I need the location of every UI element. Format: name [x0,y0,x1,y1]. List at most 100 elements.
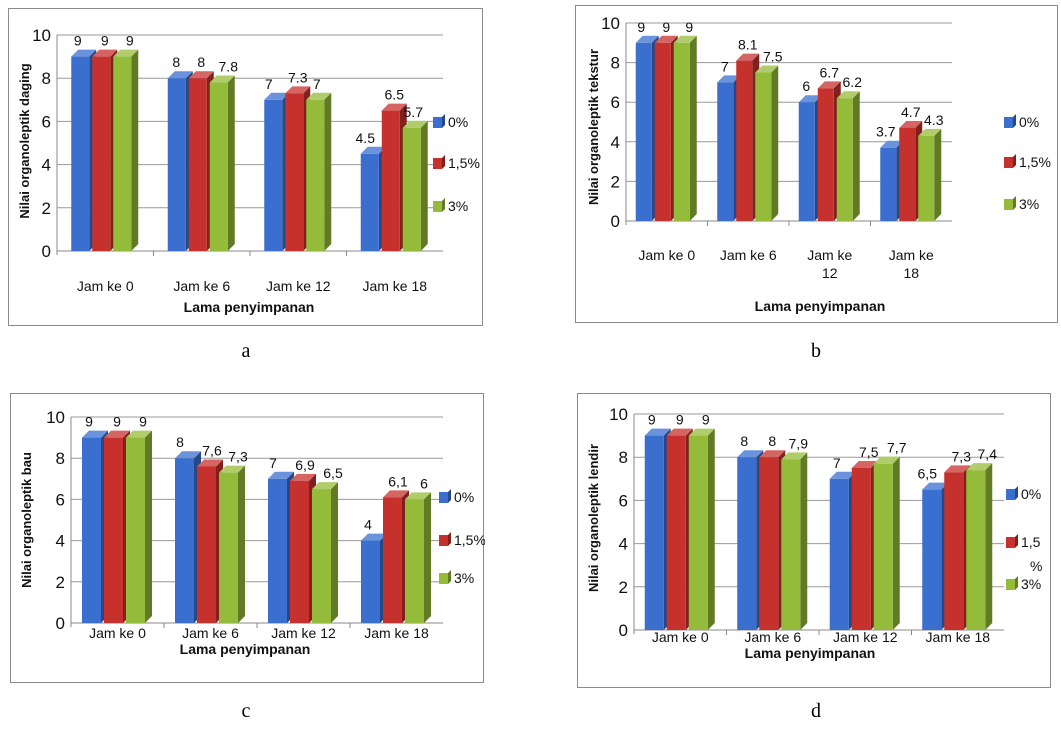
bar-top [829,471,856,479]
bar-top [360,146,386,154]
legend-swatch [433,201,442,212]
data-label: 7,4 [978,446,998,462]
bar-front [759,457,779,630]
bar-front [188,78,207,251]
legend-entry: 0% [1004,114,1039,130]
bar-top [113,49,139,57]
data-label: 6.7 [820,64,840,80]
legend-swatch-side [1013,114,1016,128]
bar-side [424,492,431,623]
bar-front [402,127,421,251]
y-tick-label: 2 [42,199,51,218]
bar-front [966,470,986,630]
bar-side [800,452,808,630]
bar-top [673,35,697,43]
data-label: 8 [197,54,205,70]
bar-top [383,490,409,498]
bar-top [737,450,764,458]
bar-side [420,120,428,251]
data-label: 5.7 [404,104,424,120]
bar [209,75,235,252]
legend-swatch [439,573,448,584]
data-label: 6.5 [385,87,405,103]
x-axis-title: Lama penyimpanan [180,641,311,657]
y-tick-label: 8 [42,69,51,88]
bar [673,35,697,221]
y-tick-label: 2 [56,573,65,592]
bar-top [880,140,904,148]
y-tick-label: 2 [619,578,628,597]
y-tick-label: 4 [56,532,65,551]
legend-entry: 0% [433,114,468,130]
bar-top [851,461,878,468]
bar-top [654,35,678,43]
legend-entry: 3% [1006,576,1041,592]
category-label: Jam ke 18 [364,625,429,641]
bar [126,430,152,623]
data-label: 7 [721,58,729,74]
bar-side [771,65,779,221]
y-tick-label: 0 [56,614,65,633]
data-label: 9 [685,19,693,35]
legend-swatch-side [442,155,445,169]
panel-label-d: d [811,700,821,722]
bar-top [755,65,779,73]
bar-side [707,428,715,630]
bar-top [381,103,407,111]
bar-top [92,49,118,57]
data-label: 9 [637,19,645,35]
x-axis-title: Lama penyimpanan [745,645,876,661]
bar-front [268,478,287,623]
bar [402,120,428,251]
panel-label-b: b [811,340,821,362]
data-label: 9 [74,33,82,49]
legend-entry: 1,5% [1004,154,1051,170]
bar-top [644,428,671,436]
bar-front [654,42,671,221]
category-label: Jam ke 12 [807,247,852,281]
bar-front [360,153,379,251]
bar-front [82,437,101,623]
bar-side [227,75,235,252]
legend-swatch-side [1015,534,1018,548]
bar [966,463,993,630]
legend-label: 3% [448,198,468,214]
y-tick-label: 10 [46,408,65,427]
category-label: Jam ke 12 [271,625,336,641]
bar-top [312,482,338,490]
data-label: 9 [139,414,147,430]
bar-side [131,49,139,251]
legend-label: 3% [1019,196,1039,212]
category-label: Jam ke 0 [89,625,146,641]
data-label: 4 [364,517,372,533]
data-label: 7 [269,455,277,471]
legend-entry: 1,5% [1006,534,1042,574]
bar-front [209,82,228,252]
bar-front [312,489,331,623]
y-axis-title: Nilai organoleptik bau [19,452,34,588]
bar-front [126,437,145,623]
y-tick-label: 4 [619,535,628,554]
y-tick-label: 6 [42,112,51,131]
data-label: 6 [420,475,428,491]
bar-front [899,127,916,221]
bar-front [918,135,935,221]
y-tick-label: 10 [32,26,51,45]
y-tick-label: 6 [611,93,620,112]
bar-top [873,456,900,464]
bar-front [306,99,325,251]
bar [944,465,971,630]
bar-front [829,478,849,630]
legend-swatch [1004,199,1013,210]
category-label: Jam ke 0 [638,247,695,263]
legend-swatch-side [448,489,451,503]
legend-label: 0% [1021,486,1041,502]
bar-top [918,128,942,136]
bar-front [219,472,238,623]
bar-front [737,457,757,630]
bar [405,492,431,623]
category-label: Jam ke 6 [744,629,801,645]
bar-front [113,56,132,251]
bar-front [167,78,186,251]
bar-front [688,435,708,630]
